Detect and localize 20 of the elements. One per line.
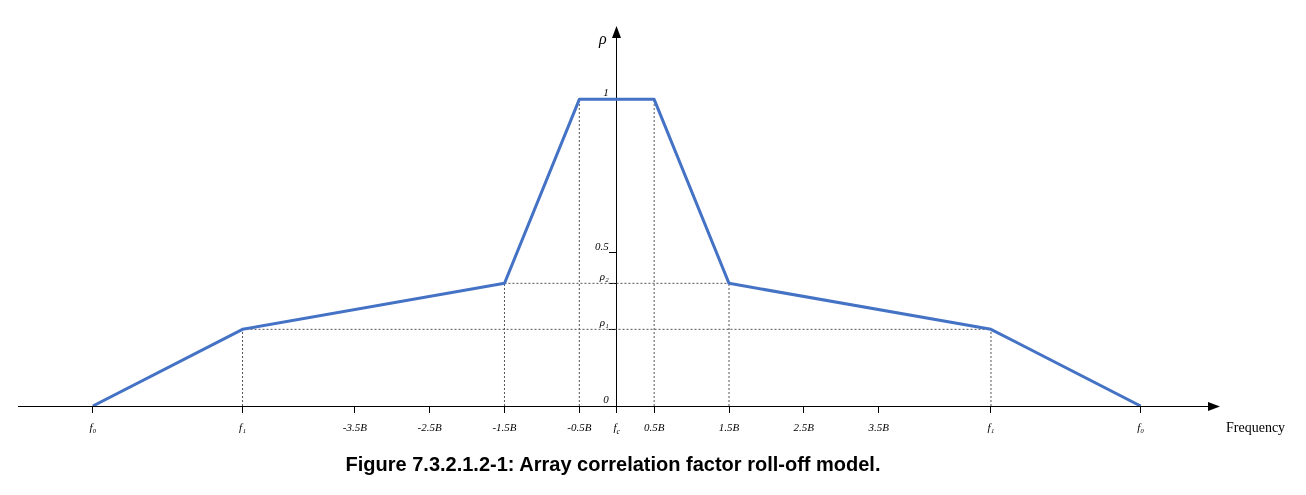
y-tick-label: 0.5 (594, 239, 610, 252)
x-axis-title: Frequency (1226, 419, 1286, 435)
x-tick-label: f₀ (1137, 420, 1145, 433)
x-tick-label: 0.5B (643, 420, 665, 433)
x-tick-label: f₁ (987, 420, 995, 433)
x-tick-label: -1.5B (492, 420, 517, 433)
text: Figure 7.3.2.1.2-1: Array correlation factor roll-off model. (345, 452, 881, 475)
y-tick-label: ρ₁ (598, 316, 609, 329)
y-tick-label: 0 (603, 392, 610, 405)
x-tick-label: -2.5B (417, 420, 442, 433)
x-tick-label: f₀ (89, 420, 97, 433)
x-tick-label: 2.5B (793, 420, 815, 433)
y-axis-title: ρ (598, 30, 608, 49)
x-tick-label: -0.5B (567, 420, 592, 433)
x-tick-label: 1.5B (718, 420, 740, 433)
y-tick-label: ρ₂ (598, 270, 609, 283)
y-tick-label: 1 (603, 86, 609, 99)
x-tick-label: f₁ (239, 420, 247, 433)
x-tick-label: -3.5B (342, 420, 368, 433)
x-tick-label: 3.5B (867, 420, 890, 433)
